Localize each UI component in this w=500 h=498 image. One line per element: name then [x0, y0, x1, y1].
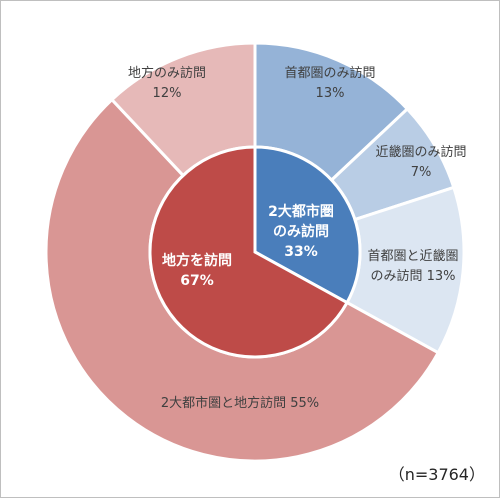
outer-value-4: 12% — [153, 86, 182, 101]
outer-value-2: 13% — [427, 269, 456, 284]
outer-label-2-line-1: のみ訪問 13% — [370, 268, 455, 284]
outer-label-4-line-0: 地方のみ訪問 — [128, 65, 206, 81]
outer-label-3-line-0: 2大都市圏と地方訪問 55% — [161, 395, 319, 411]
outer-value-3: 55% — [290, 396, 319, 411]
inner-value-1: 67% — [180, 273, 214, 289]
inner-slice-0 — [253, 145, 362, 305]
outer-label-0-line-0: 首都圏のみ訪問 — [284, 65, 375, 81]
inner-slice-1 — [148, 145, 350, 359]
outer-value-1: 7% — [411, 165, 432, 180]
outer-label-2-line-0: 首都圏と近畿圏 — [367, 249, 458, 264]
sample-size-note: （n=3764） — [388, 465, 485, 484]
inner-pie — [148, 145, 362, 359]
outer-value-0: 13% — [316, 86, 345, 101]
outer-label-1-line-0: 近畿圏のみ訪問 — [375, 144, 466, 160]
inner-value-0: 33% — [284, 244, 318, 260]
inner-label-1-line-0: 地方を訪問 — [162, 252, 232, 269]
outer-ring — [44, 41, 466, 463]
inner-label-0-line-1: のみ訪問 — [273, 223, 329, 240]
inner-label-0-line-0: 2大都市圏 — [268, 203, 334, 220]
